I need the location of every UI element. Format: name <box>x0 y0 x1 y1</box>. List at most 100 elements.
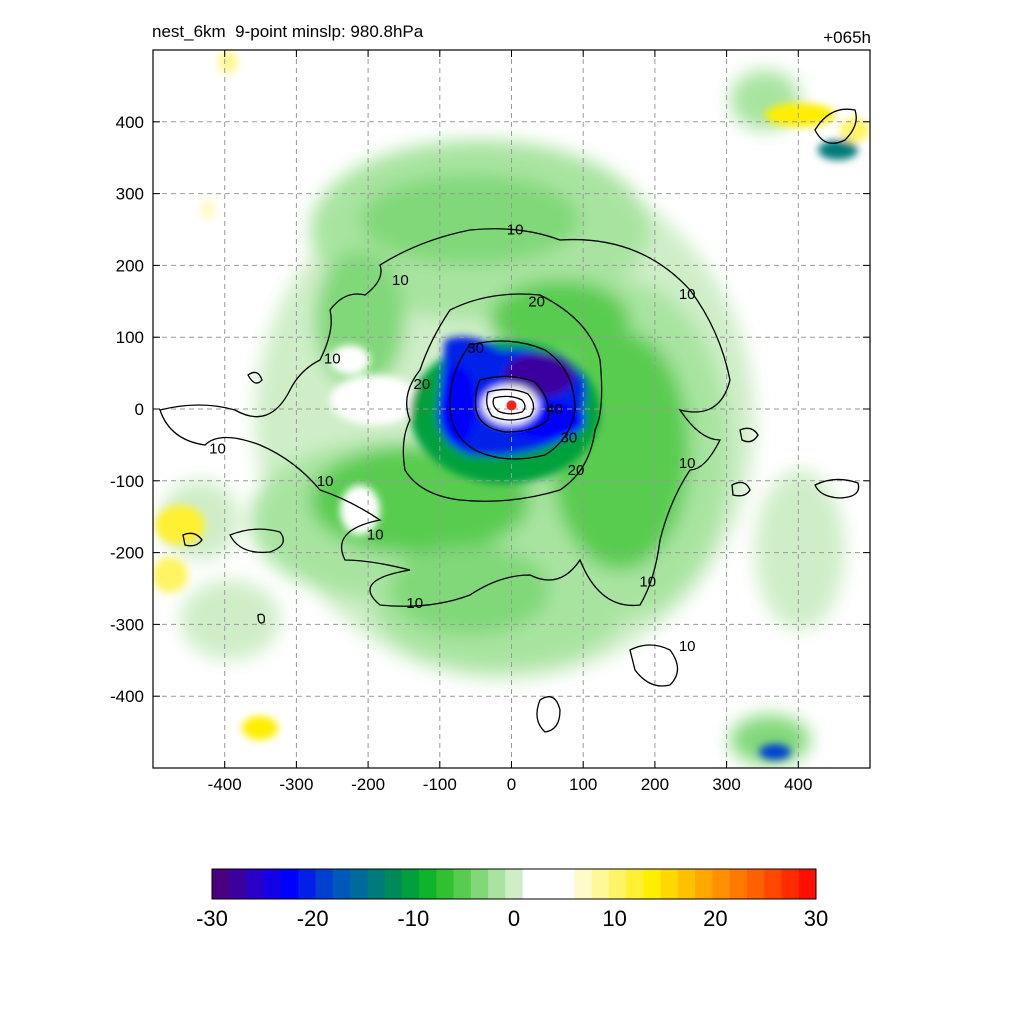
contour-label: 10 <box>324 351 341 368</box>
colorbar-swatch <box>522 869 541 899</box>
contour-label: 10 <box>679 455 696 472</box>
x-tick-label: 200 <box>641 775 669 794</box>
contour-label: 10 <box>367 527 384 544</box>
y-tick-label: -200 <box>110 544 144 563</box>
y-tick-label: 200 <box>116 256 144 275</box>
x-tick-labels: -400 -300 -200 -100 0 100 200 300 400 <box>208 775 813 794</box>
colorbar-swatch <box>539 869 558 899</box>
colorbar-tick-label: 10 <box>602 906 626 931</box>
contour-small-9 <box>182 532 203 547</box>
chart-title: nest_6km 9-point minslp: 980.8hPa <box>152 22 424 41</box>
contour-label: 30 <box>561 430 578 447</box>
y-tick-label: 300 <box>116 185 144 204</box>
colorbar-swatch <box>488 869 506 899</box>
colorbar-swatch <box>626 869 644 899</box>
x-tick-label: 400 <box>784 775 812 794</box>
storm-center-marker <box>506 400 517 411</box>
y-tick-labels: -400 -300 -200 -100 0 100 200 300 400 <box>110 113 144 706</box>
colorbar-swatch <box>315 869 334 899</box>
contour-label: 10 <box>317 473 334 490</box>
contour-small-1 <box>814 108 857 144</box>
colorbar-swatch <box>764 869 782 899</box>
colorbar-swatch <box>332 869 351 899</box>
colorbar-swatch <box>746 869 765 899</box>
contour-small-7 <box>739 427 759 443</box>
colorbar-swatches <box>212 869 817 899</box>
contour-small-3 <box>814 478 860 499</box>
colorbar-swatch <box>591 869 610 899</box>
colorbar-swatch <box>712 869 731 899</box>
contour-labels: 10 10 10 10 10 10 10 10 10 10 10 20 20 20 30 30 40 <box>209 222 696 655</box>
x-tick-label: -300 <box>279 775 313 794</box>
colorbar-swatch <box>660 869 679 899</box>
contour-label: 20 <box>528 293 545 310</box>
colorbar-swatch <box>212 869 230 899</box>
grid-lines <box>153 50 870 768</box>
colorbar-tick-labels: -30 -20 -10 0 10 20 30 <box>196 906 828 931</box>
colorbar-swatch <box>419 869 437 899</box>
colorbar-swatch <box>798 869 817 899</box>
colorbar-swatch <box>505 869 524 899</box>
colorbar-swatch <box>781 869 800 899</box>
contour-label: 10 <box>679 286 696 303</box>
colorbar-swatch <box>436 869 455 899</box>
axis-ticks <box>153 50 870 768</box>
contour-small-8 <box>731 481 751 497</box>
contour-lines <box>159 108 860 733</box>
colorbar-swatch <box>729 869 748 899</box>
contour-label: 10 <box>392 272 409 289</box>
contour-label: 10 <box>507 222 524 239</box>
contour-30 <box>449 340 576 460</box>
colorbar-swatch <box>401 869 420 899</box>
contour-small-10 <box>257 613 266 624</box>
colorbar-swatch <box>677 869 696 899</box>
colorbar-frame <box>211 868 817 900</box>
colorbar-tick-label: 0 <box>508 906 520 931</box>
contour-label: 20 <box>414 376 431 393</box>
contour-small-2 <box>536 696 561 733</box>
colorbar-tick-label: -20 <box>297 906 329 931</box>
colorbar-swatch <box>574 869 593 899</box>
colorbar-swatch <box>367 869 386 899</box>
colorbar-swatch <box>229 869 248 899</box>
forecast-hour-label: +065h <box>823 28 871 47</box>
x-tick-label: -100 <box>423 775 457 794</box>
contour-label: 20 <box>568 462 585 479</box>
contour-small-6 <box>247 371 263 384</box>
contour-label: 10 <box>209 440 226 457</box>
y-tick-label: -100 <box>110 472 144 491</box>
contour-small-4 <box>229 528 284 554</box>
colorbar-swatch <box>608 869 627 899</box>
contour-label: 10 <box>406 595 423 612</box>
colorbar-tick-label: -30 <box>196 906 228 931</box>
y-tick-label: 400 <box>116 113 144 132</box>
contour-inner-a <box>486 388 535 421</box>
y-tick-label: 0 <box>135 400 144 419</box>
x-tick-label: 300 <box>712 775 740 794</box>
colorbar-swatch <box>384 869 403 899</box>
colorbar-swatch <box>557 869 575 899</box>
y-tick-label: -400 <box>110 687 144 706</box>
y-tick-label: -300 <box>110 615 144 634</box>
colorbar: -30 -20 -10 0 10 20 30 <box>196 868 828 931</box>
colorbar-swatch <box>298 869 317 899</box>
contour-small-5 <box>629 644 679 687</box>
colorbar-swatch <box>470 869 489 899</box>
contour-10-outer <box>159 228 731 607</box>
x-tick-label: 100 <box>569 775 597 794</box>
y-tick-label: 100 <box>116 328 144 347</box>
colorbar-tick-label: 20 <box>703 906 727 931</box>
contour-label: 30 <box>467 340 484 357</box>
colorbar-swatch <box>695 869 713 899</box>
colorbar-swatch <box>643 869 662 899</box>
contour-label: 10 <box>639 573 656 590</box>
colorbar-swatch <box>263 869 282 899</box>
contour-inner-b <box>492 395 526 415</box>
contour-20 <box>402 293 603 502</box>
x-tick-label: -400 <box>208 775 242 794</box>
colorbar-tick-label: 30 <box>804 906 828 931</box>
contour-label: 10 <box>679 638 696 655</box>
contour-40 <box>474 375 550 433</box>
